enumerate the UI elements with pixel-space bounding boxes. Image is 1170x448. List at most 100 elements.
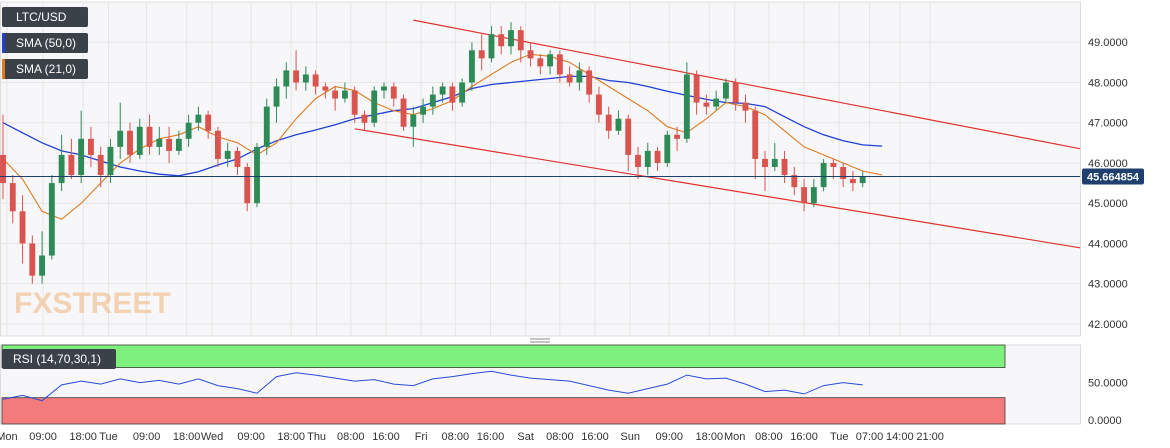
legend-sma50: SMA (50,0) [2,33,88,53]
candle-body [254,146,260,204]
candle-body [136,126,143,155]
legend-symbol: LTC/USD [2,7,88,27]
rsi-oversold-zone [1,397,1006,425]
candle-body [224,150,231,159]
candle-body [781,158,788,176]
candle-body [283,70,290,87]
candle-body [322,86,329,91]
candle-body [107,146,114,176]
candle-body [586,70,593,95]
x-tick-label: Tue [99,431,118,443]
legend-box [2,33,88,53]
candle-body [644,150,651,167]
x-tick-label: 14:00 [886,431,914,443]
candle-body [166,138,173,151]
candle-body [244,166,251,204]
x-tick-label: 21:00 [916,431,944,443]
candle-body [683,74,690,139]
candle-body [791,175,798,188]
x-tick-label: Tue [830,431,849,443]
candle-body [459,82,466,103]
candle-body [537,58,544,67]
candle-body [488,34,495,59]
x-tick-label: 07:00 [856,431,884,443]
y-tick-label: 44.0000 [1088,238,1128,250]
candle-body [498,34,505,47]
y-tick-label: 43.0000 [1088,279,1128,291]
candle-body [234,150,241,167]
candle-body [771,158,778,167]
candle-body [312,74,319,87]
candle-body [29,243,36,276]
x-tick-label: Sat [517,431,534,443]
candle-body [332,90,339,99]
legend-color-swatch [2,59,5,79]
candle-body [117,130,124,147]
main-panel [0,1,1081,337]
candle-body [146,126,153,147]
x-tick-label: Sun [620,431,640,443]
candle-body [635,154,641,167]
rsi-legend-box [2,349,116,369]
candle-body [508,30,514,47]
candle-body [674,134,681,139]
candle-body [547,54,554,67]
x-tick-label: Fri [415,431,428,443]
candle-body [68,154,75,176]
x-tick-label: 16:00 [372,431,400,443]
candle-body [810,187,817,204]
candle-body [420,106,427,115]
y-tick-label: 48.0000 [1088,77,1128,89]
candle-body [732,82,739,103]
x-tick-label: Mon [724,431,745,443]
x-tick-label: 09:00 [655,431,683,443]
y-tick-label: 42.0000 [1088,319,1128,331]
candle-body [48,183,55,256]
x-tick-label: 16:00 [581,431,609,443]
candle-body [517,30,524,51]
candle-body [400,98,407,127]
legend-label: SMA (50,0) [16,36,76,50]
candle-body [19,211,26,244]
candle-body [820,162,827,188]
x-tick-label: 18:00 [69,431,97,443]
candle-body [361,114,368,123]
candle-body [381,86,387,91]
y-tick-label: 46.0000 [1088,158,1128,170]
candle-body [605,114,612,131]
candle-body [0,154,6,184]
x-tick-label: 16:00 [790,431,818,443]
candle-body [840,166,847,180]
x-tick-label: 18:00 [173,431,201,443]
candle-body [156,138,163,147]
candle-body [273,86,280,107]
candle-body [713,98,720,107]
x-tick-label: 08:00 [337,431,365,443]
legend-label: SMA (21,0) [16,62,76,76]
legend-label: LTC/USD [16,10,67,24]
candle-body [127,130,133,155]
y-tick-label: 45.0000 [1088,198,1128,210]
candle-body [195,114,202,123]
candle-body [576,70,583,83]
legend-sma21: SMA (21,0) [2,59,88,79]
candle-body [752,110,759,159]
x-tick-label: Thu [307,431,326,443]
last-price-label: 45.664854 [1087,171,1140,183]
candle-body [801,187,808,204]
legend-color-swatch [2,33,5,53]
x-tick-label: 09:00 [133,431,161,443]
last-price-tag [1082,168,1144,185]
x-tick-label: 09:00 [237,431,265,443]
candle-body [410,114,417,127]
candle-body [185,122,192,139]
channel-upper-line [413,19,1081,150]
rsi-y-tick-label: 0.0000 [1088,415,1122,427]
candle-body [478,50,485,59]
candle-body [439,86,446,95]
candle-body [341,90,348,99]
candle-body [849,179,856,184]
legend-box [2,7,88,27]
